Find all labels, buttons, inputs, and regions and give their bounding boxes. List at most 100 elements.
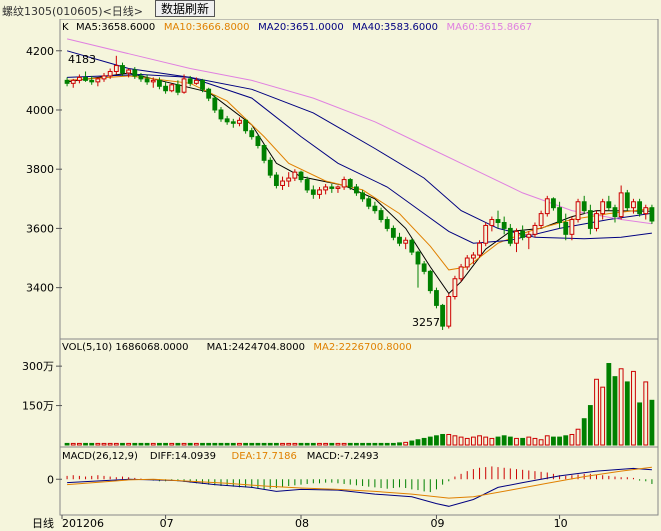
price-tick-label-2: 3800	[26, 163, 54, 176]
candle-body-0	[64, 79, 70, 84]
stock-chart[interactable]: K MA5:3658.6000 MA10:3666.8000 MA20:3651.0…	[0, 19, 661, 531]
volume-bar-68	[483, 436, 489, 446]
volume-bar-7	[107, 442, 113, 446]
volume-bar-34	[273, 442, 279, 446]
volume-bar-75	[526, 436, 532, 446]
volume-bar-11	[132, 442, 138, 446]
volume-bar-64	[458, 436, 464, 446]
volume-bar-46	[347, 442, 353, 446]
x-tick-label-0: 201206	[62, 517, 104, 530]
volume-bar-53	[390, 442, 396, 446]
volume-bar-19	[181, 442, 187, 446]
volume-bar-81	[563, 435, 569, 446]
price-panel-frame	[59, 19, 659, 340]
candle-body-48	[360, 192, 365, 200]
candle-body-22	[200, 79, 205, 90]
volume-bar-54	[397, 442, 402, 446]
candle-body-26	[224, 118, 230, 123]
volume-bar-71	[501, 435, 507, 446]
macd-legend: MACD(26,12,9) DIFF:14.0939 DEA:17.7186 MACD…	[62, 451, 379, 462]
candle-body-38	[298, 171, 304, 181]
volume-bar-1	[70, 442, 76, 446]
candle-body-4	[89, 79, 95, 83]
price-axis: 4200 4000 3800 3600 3400	[26, 45, 62, 295]
volume-bar-41	[317, 442, 322, 446]
volume-bar-93	[637, 402, 643, 446]
legend-item-3: MA40:3583.6000	[352, 22, 438, 33]
candle-body-61	[440, 304, 446, 327]
candle-body-25	[218, 109, 224, 120]
volume-bar-67	[477, 435, 482, 446]
window-title: 螺纹1305(010605)<日线>	[2, 5, 144, 18]
volume-panel-frame	[59, 338, 659, 448]
candle-body-11	[132, 69, 138, 77]
candle-body-93	[637, 201, 643, 215]
volume-bar-0	[64, 442, 70, 446]
volume-bar-56	[409, 440, 415, 446]
x-tick-label-3: 09	[430, 517, 444, 530]
legend-item-0: MA5:3658.6000	[76, 22, 155, 33]
candle-body-46	[347, 179, 353, 188]
volume-bar-47	[354, 442, 359, 446]
candle-body-51	[378, 210, 384, 221]
volume-bar-88	[606, 363, 612, 446]
volume-bar-76	[532, 437, 538, 446]
volume-bar-44	[335, 442, 341, 446]
volume-bar-23	[206, 442, 212, 446]
volume-bar-14	[150, 442, 156, 446]
volume-bar-27	[230, 442, 236, 446]
candle-body-83	[575, 201, 581, 221]
volume-bar-42	[323, 442, 329, 446]
volume-bar-69	[489, 437, 495, 446]
volume-bar-59	[427, 436, 433, 446]
candle-body-72	[507, 227, 513, 244]
volume-bar-13	[144, 442, 150, 446]
candle-body-6	[101, 75, 107, 80]
candle-body-65	[464, 257, 470, 268]
candle-body-35	[280, 180, 285, 186]
dea-line	[67, 466, 652, 499]
candle-body-19	[181, 78, 187, 93]
candle-body-45	[341, 179, 347, 188]
refresh-data-button[interactable]: 数据刷新	[155, 0, 216, 17]
volume-bar-73	[514, 437, 519, 446]
legend-item-2: MA2:2226700.8000	[313, 342, 411, 353]
candle-body-60	[434, 290, 439, 306]
candle-body-36	[286, 177, 292, 182]
volume-axis: 300万 150万	[22, 360, 62, 413]
candle-body-69	[489, 219, 495, 226]
candle-body-15	[157, 79, 162, 87]
candle-body-85	[587, 210, 593, 229]
volume-bar-70	[495, 436, 501, 446]
moving-average-lines	[66, 38, 652, 295]
price-panel-tag: K	[62, 22, 69, 33]
legend-item-2: DEA:17.7186	[232, 451, 297, 462]
volume-bar-25	[218, 442, 224, 446]
volume-bar-26	[224, 442, 230, 446]
volume-bar-48	[360, 442, 365, 446]
volume-bar-72	[507, 436, 513, 446]
volume-bar-18	[175, 442, 181, 446]
candle-body-14	[150, 79, 156, 83]
volume-bar-6	[101, 442, 107, 446]
candle-body-40	[310, 189, 316, 195]
legend-item-1: DIFF:14.0939	[150, 451, 216, 462]
candle-body-42	[323, 186, 329, 191]
volume-bar-58	[421, 437, 427, 446]
volume-bar-38	[298, 442, 304, 446]
volume-bar-9	[120, 442, 125, 446]
volume-bar-79	[551, 436, 556, 446]
legend-item-1: MA1:2424704.8000	[207, 342, 305, 353]
price-tick-label-1: 4000	[26, 104, 54, 117]
candle-body-23	[206, 88, 212, 99]
volume-bar-31	[255, 442, 261, 446]
volume-bar-50	[372, 442, 378, 446]
candle-body-30	[249, 130, 255, 138]
volume-bar-57	[415, 439, 421, 446]
volume-bar-62	[446, 433, 452, 446]
candle-body-16	[163, 85, 168, 92]
candle-body-84	[581, 201, 587, 212]
volume-bar-35	[280, 442, 285, 446]
volume-bar-84	[581, 418, 587, 446]
volume-tick-label-0: 300万	[22, 360, 54, 373]
